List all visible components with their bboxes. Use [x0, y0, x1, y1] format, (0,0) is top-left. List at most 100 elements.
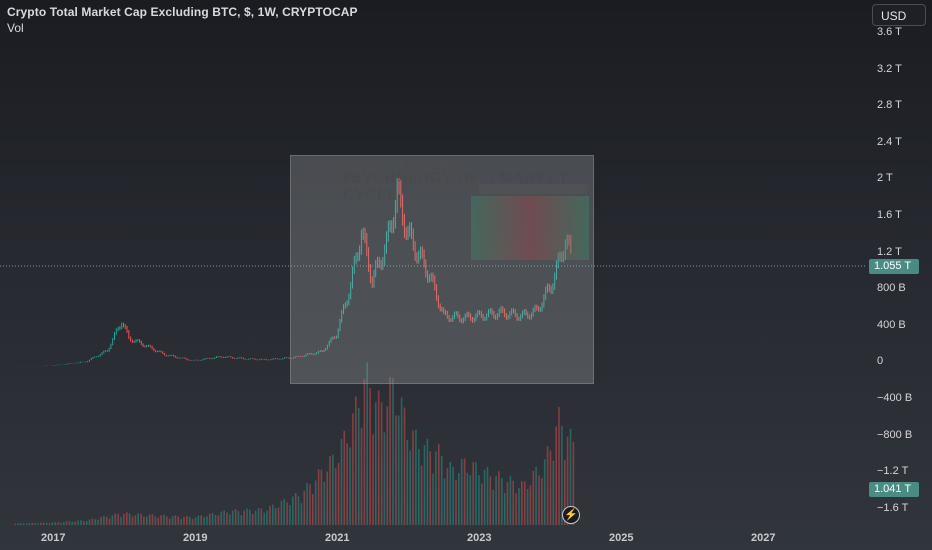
volume-bar [340, 438, 343, 525]
volume-bar [97, 519, 99, 525]
volume-bar [37, 523, 39, 525]
volume-bar [126, 512, 128, 525]
volume-bar [360, 427, 363, 525]
volume-bar [103, 516, 105, 525]
volume-bar [209, 513, 211, 525]
volume-bar [572, 441, 575, 525]
overlay-inset-chart [471, 196, 589, 260]
volume-bar [449, 462, 452, 525]
volume-bar [249, 509, 251, 525]
volume-bar [25, 523, 28, 525]
price-axis-tick: −1.6 T [877, 501, 909, 514]
volume-bar [194, 517, 197, 525]
price-axis-tick: 2.4 T [877, 135, 902, 148]
volume-bar [326, 471, 328, 525]
price-axis-tick: 2.8 T [877, 99, 902, 112]
overlay-cheat-sheet-image[interactable]: WALL ST. CHEAT SHEET PSYCHOLOGY OF A MAR… [290, 155, 594, 384]
volume-bar [323, 481, 326, 525]
volume-bar [243, 510, 245, 525]
volume-bar [251, 514, 254, 525]
volume-bar [203, 517, 205, 525]
time-axis-tick: 2017 [41, 532, 66, 544]
volume-bar [157, 517, 160, 525]
volume-bar [389, 377, 391, 525]
volume-bar [498, 471, 500, 525]
volume-bar [543, 459, 546, 525]
price-axis-tick: −1.2 T [877, 465, 909, 478]
volume-bar [460, 459, 463, 525]
volume-bar [466, 472, 469, 525]
volume-bar [523, 481, 526, 525]
time-axis-tick: 2023 [467, 532, 492, 544]
volume-bar [314, 480, 317, 525]
volume-bar [22, 523, 25, 525]
volume-bar [80, 520, 82, 525]
volume-bar [42, 522, 45, 525]
volume-bar [306, 483, 308, 525]
volume-bar [418, 448, 420, 525]
volume-bar [286, 502, 288, 525]
volume-bar [300, 503, 303, 525]
volume-bar [412, 430, 414, 525]
volume-bar [469, 475, 472, 525]
volume-bar [423, 445, 426, 525]
time-axis-tick: 2021 [325, 532, 350, 544]
volume-bar [137, 513, 139, 525]
volume-bar [458, 473, 460, 525]
currency-button[interactable]: USD [872, 4, 926, 26]
volume-bar [475, 462, 477, 525]
volume-bar [463, 458, 466, 525]
volume-bar [535, 466, 537, 525]
volume-bar [552, 460, 555, 525]
chart-title[interactable]: Crypto Total Market Cap Excluding BTC, $… [7, 5, 358, 19]
seal-icon [295, 160, 343, 198]
volume-bar [357, 407, 360, 525]
volume-bar [200, 515, 202, 525]
volume-bar [369, 388, 371, 525]
volume-bar [317, 469, 320, 525]
volume-bar [146, 516, 148, 525]
volume-bar [163, 514, 165, 525]
lightning-icon[interactable]: ⚡ [562, 506, 580, 524]
volume-bar [400, 397, 403, 525]
volume-bar [100, 517, 102, 525]
volume-bar [294, 492, 297, 525]
volume-bar [515, 493, 517, 525]
price-axis-tick: 1.6 T [877, 209, 902, 221]
volume-bar [303, 490, 306, 525]
volume-bar [177, 516, 180, 525]
overlay-heading: WALL ST. CHEAT SHEET [341, 158, 464, 170]
volume-bar [346, 443, 348, 525]
volume-bar [489, 476, 492, 525]
volume-bar [191, 519, 194, 525]
volume-bar [83, 521, 85, 525]
volume-bar [397, 415, 400, 525]
volume-bar [91, 518, 94, 525]
volume-bar [392, 378, 394, 525]
volume-bar [561, 426, 563, 525]
volume-bar [134, 515, 137, 525]
volume-bar [85, 521, 88, 525]
price-axis-tick: 2 T [877, 172, 893, 185]
volume-bar [549, 450, 552, 525]
volume-bar [506, 482, 509, 525]
volume-bar [526, 489, 529, 525]
volume-bar [108, 518, 111, 525]
volume-bar [17, 523, 19, 525]
volume-indicator-label[interactable]: Vol [7, 21, 24, 35]
volume-bar [283, 498, 285, 525]
volume-bar [377, 390, 380, 525]
volume-bar [154, 516, 157, 525]
volume-bar [263, 512, 265, 525]
volume-badge: 1.041 T [869, 482, 919, 497]
price-axis-tick: −800 B [877, 428, 913, 441]
volume-bar [48, 523, 51, 525]
volume-bar [481, 483, 483, 525]
volume-bar [257, 508, 260, 525]
volume-bar [443, 478, 446, 525]
volume-bar [223, 510, 225, 525]
volume-bar [168, 518, 171, 525]
volume-bar [566, 436, 569, 525]
volume-bar [429, 451, 431, 525]
